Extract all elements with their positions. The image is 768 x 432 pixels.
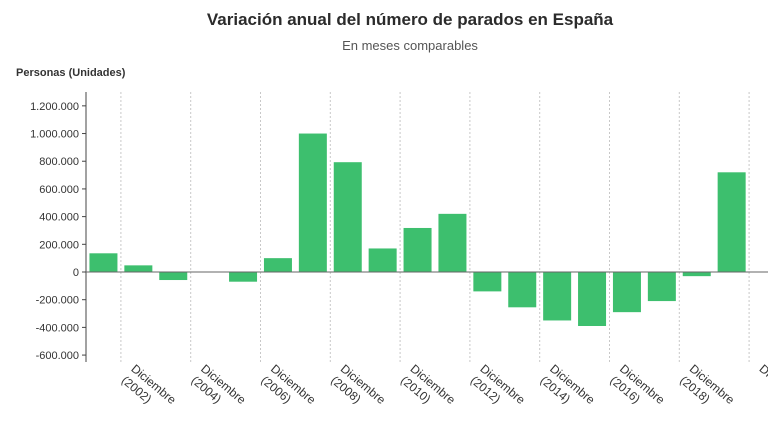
x-tick-label: Diciembre(2012) <box>468 362 528 419</box>
x-tick-label: Diciembre(2006) <box>258 362 318 419</box>
axes <box>82 92 768 362</box>
y-tick-labels: -600.000 -400.000 -200.000 0 200.000 400.000 6… <box>30 101 79 362</box>
bar <box>89 253 118 272</box>
bar <box>368 248 397 272</box>
x-tick-label: Diciembre(2008) <box>328 362 388 419</box>
y-tick-label: 200.000 <box>39 239 79 251</box>
y-tick-label: 0 <box>73 267 79 279</box>
x-tick-label: Diciembre(2002) <box>119 362 179 419</box>
y-tick-label: 400.000 <box>39 212 79 224</box>
bar <box>543 272 572 321</box>
bar <box>403 227 432 272</box>
bar <box>333 162 362 272</box>
bar <box>124 265 153 272</box>
y-tick-label: -600.000 <box>36 350 79 362</box>
chart-title: Variación anual del número de parados en… <box>206 10 614 29</box>
bar <box>612 272 641 313</box>
y-tick-label: 800.000 <box>39 156 79 168</box>
y-tick-label: -400.000 <box>36 322 79 334</box>
x-tick-labels: Diciembre(2002) Diciembre(2004) Diciembre(… <box>119 362 768 419</box>
bar <box>717 172 746 272</box>
x-tick-label: Diciembre(2010) <box>398 362 458 419</box>
x-tick-label-line1: Diciembre <box>757 362 768 408</box>
bar <box>298 133 327 272</box>
y-tick-label: 1.000.000 <box>30 129 79 141</box>
bar <box>159 272 188 281</box>
x-tick-label: Diciembre(2018) <box>677 362 737 419</box>
y-tick-label: -200.000 <box>36 295 79 307</box>
bar <box>508 272 537 308</box>
x-tick-label: Diciembre(2016) <box>607 362 667 419</box>
y-tick-label: 600.000 <box>39 184 79 196</box>
bar <box>578 272 607 326</box>
bar <box>229 272 258 282</box>
bars <box>89 133 746 326</box>
x-tick-label: Diciembre(2004) <box>189 362 249 419</box>
x-tick-label: Diciembre(2014) <box>538 362 598 419</box>
bar <box>438 213 467 272</box>
grid-lines <box>120 92 750 362</box>
x-tick-label: Diciembre <box>757 362 768 408</box>
chart-subtitle: En meses comparables <box>342 38 478 53</box>
bar <box>263 258 292 272</box>
bar <box>647 272 676 302</box>
y-tick-label: 1.200.000 <box>30 101 79 113</box>
y-axis-label: Personas (Unidades) <box>16 67 126 79</box>
bar <box>682 272 711 277</box>
bar <box>473 272 502 292</box>
